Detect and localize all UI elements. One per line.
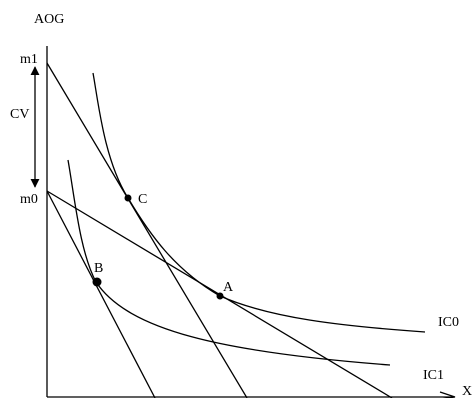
ic1-label: IC1 — [423, 368, 444, 383]
budget-line-m0-steep — [46, 190, 156, 398]
point-a-marker — [216, 292, 224, 300]
point-b-marker — [92, 277, 102, 287]
point-c-label: C — [138, 192, 147, 207]
m0-label: m0 — [20, 192, 38, 207]
x-axis-arrow-icon — [439, 391, 456, 398]
point-b-label: B — [94, 261, 103, 276]
indifference-curve-ic1 — [67, 159, 391, 366]
y-axis-label: AOG — [34, 12, 64, 27]
m1-label: m1 — [20, 52, 38, 67]
ic0-label: IC0 — [438, 315, 459, 330]
point-a-label: A — [223, 280, 234, 295]
x-axis-label: X — [462, 384, 472, 398]
point-c-marker — [124, 194, 132, 202]
cv-label: CV — [10, 107, 29, 122]
budget-line-m1-outer — [46, 62, 248, 398]
indifference-curve-ic0 — [92, 72, 426, 333]
